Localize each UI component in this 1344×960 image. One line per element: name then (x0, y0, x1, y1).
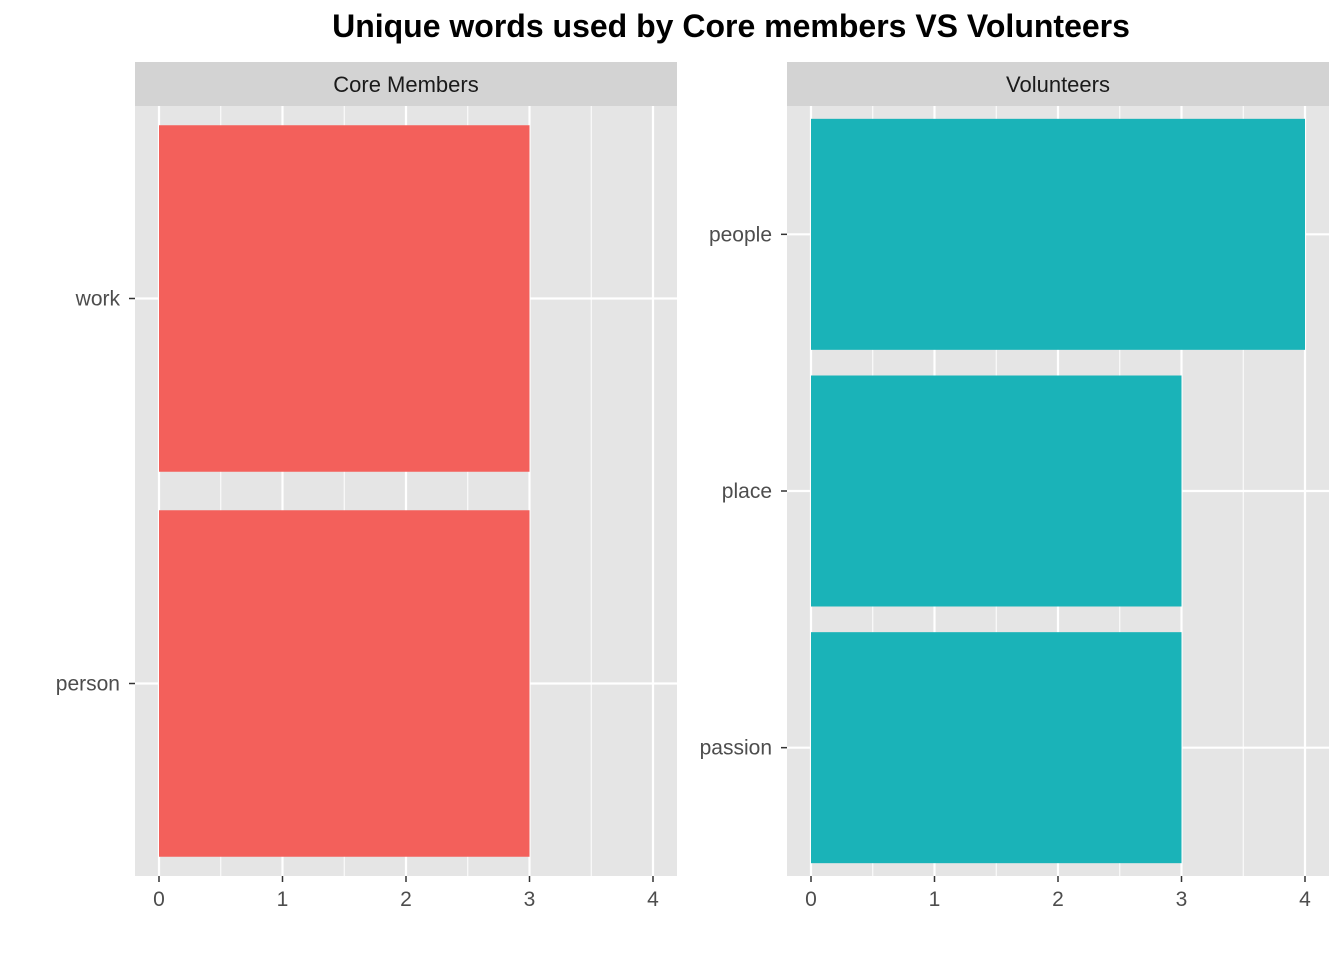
facet-label: Volunteers (1006, 72, 1110, 97)
category-label: people (709, 223, 772, 246)
category-label: work (75, 288, 121, 311)
x-tick-label: 0 (805, 888, 817, 911)
facet-panel-1: Core Members work person 0 1 2 3 4 (56, 62, 677, 911)
bar-work (159, 125, 530, 472)
x-tick-label: 1 (929, 888, 941, 911)
x-tick-label: 4 (647, 888, 659, 911)
x-tick-label: 1 (277, 888, 289, 911)
bar-place (811, 375, 1182, 607)
x-tick-label: 2 (400, 888, 412, 911)
x-tick-label: 3 (524, 888, 536, 911)
x-tick-label: 2 (1052, 888, 1064, 911)
x-tick-label: 4 (1299, 888, 1311, 911)
bar-person (159, 510, 530, 857)
facet-strip (787, 62, 1329, 106)
facet-strip (135, 62, 677, 106)
facet-label: Core Members (333, 72, 478, 97)
x-tick-label: 0 (153, 888, 165, 911)
category-label: person (56, 673, 120, 696)
category-label: place (722, 480, 772, 503)
bar-people (811, 118, 1305, 350)
bar-passion (811, 632, 1182, 864)
x-tick-label: 3 (1176, 888, 1188, 911)
facet-panel-2: Volunteers people place passion 0 1 2 3 4 (700, 62, 1329, 911)
category-label: passion (700, 737, 772, 760)
chart-title: Unique words used by Core members VS Vol… (332, 8, 1130, 44)
